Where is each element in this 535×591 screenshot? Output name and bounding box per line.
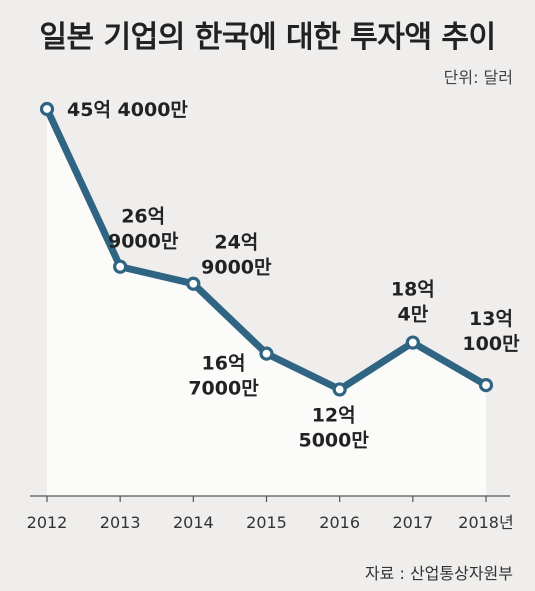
data-label-line: 16억 [202,352,246,374]
data-label-line: 24억 [214,231,258,253]
x-tick-label: 2017 [392,513,433,532]
unit-label: 단위: 달러 [443,68,513,87]
x-tick-label: 2018년 [458,513,513,532]
data-label-line: 9000만 [108,230,179,252]
data-label-line: 4만 [397,303,428,325]
chart-title: 일본 기업의 한국에 대한 투자액 추이 [39,20,496,55]
data-point [186,276,201,291]
data-label-line: 18억 [391,278,435,300]
data-label-line: 12억 [312,404,356,426]
data-point [405,335,420,350]
x-tick-label: 2016 [319,513,360,532]
data-point [259,346,274,361]
data-label-line: 45억 4000만 [67,99,188,121]
data-label-line: 7000만 [188,377,259,399]
data-label: 16억 7000만 [188,352,259,399]
data-label: 24억 9000만 [201,231,272,278]
data-label: 12억 5000만 [298,404,369,451]
data-point [478,377,494,393]
data-label: 18억 4만 [391,278,435,325]
data-label-line: 5000만 [298,429,369,451]
data-point [332,382,347,397]
x-tick-label: 2014 [173,513,214,532]
data-label-line: 13억 [469,308,513,330]
data-label: 26억 9000만 [108,205,179,252]
x-tick-label: 2012 [27,513,68,532]
x-tick-label: 2013 [100,513,141,532]
area-fill [47,109,486,496]
data-point [39,101,55,117]
data-label-line: 9000만 [201,256,272,278]
x-tick-label: 2015 [246,513,287,532]
data-label-line: 100만 [462,333,520,355]
data-label-line: 26억 [121,205,165,227]
data-point [113,259,128,274]
data-label: 45억 4000만 [67,99,188,121]
source-note: 자료 : 산업통상자원부 [364,564,513,583]
data-label: 13억 100만 [462,308,520,355]
